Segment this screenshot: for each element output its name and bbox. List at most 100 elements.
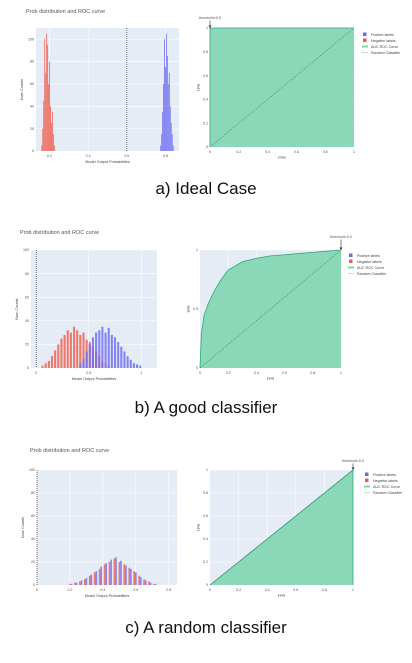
- positive-bar: [123, 351, 126, 368]
- roc-x-axis-label: FPR: [267, 377, 275, 381]
- roc-y-tick-label: 1: [206, 468, 208, 472]
- negative-bar: [76, 330, 79, 368]
- legend-swatch: [349, 259, 353, 263]
- negative-bar: [113, 558, 116, 585]
- negative-bar: [143, 579, 145, 585]
- histogram-x-tick-label: 0.6: [124, 154, 129, 158]
- negative-bar: [118, 562, 121, 585]
- negative-bar: [73, 326, 76, 368]
- positive-bar: [117, 342, 120, 368]
- positive-bar: [165, 33, 167, 151]
- negative-bar: [60, 338, 63, 368]
- histogram-y-tick-label: 60: [25, 295, 29, 299]
- positive-bar: [129, 359, 132, 368]
- roc-y-tick-label: 0.6: [203, 514, 208, 518]
- positive-bar: [135, 572, 137, 585]
- positive-bar: [162, 111, 164, 151]
- roc-x-tick-label: 0.2: [226, 371, 231, 375]
- negative-bar: [93, 572, 96, 585]
- negative-bar: [103, 564, 106, 585]
- positive-bar: [120, 346, 123, 368]
- legend-swatch: [349, 253, 353, 257]
- positive-bar: [113, 337, 117, 368]
- negative-bar: [82, 332, 85, 368]
- positive-bar: [171, 134, 173, 151]
- legend-entry: AUC ROC Curve: [373, 485, 400, 489]
- roc-y-tick-label: 0.4: [203, 537, 208, 541]
- threshold-annotation: threshold=0.0: [342, 459, 364, 463]
- panel-good-classifier: Prob distribution and ROC curve 0 20 40 60 80…: [15, 230, 387, 417]
- legend-entry: AUC ROC Curve: [371, 45, 398, 49]
- roc-x-tick-label: 0: [199, 371, 201, 375]
- threshold-arrow-head: [339, 247, 343, 250]
- roc-y-tick-label: 0.2: [203, 121, 208, 125]
- negative-bar: [42, 128, 44, 151]
- roc-y-tick-label: 1: [206, 26, 208, 30]
- legend-entry: AUC ROC Curve: [357, 266, 384, 270]
- panel-caption: a) Ideal Case: [155, 179, 256, 198]
- positive-bar: [105, 563, 107, 585]
- legend-swatch: [363, 38, 367, 42]
- roc-x-tick-label: 0.6: [294, 150, 299, 154]
- negative-bar: [47, 44, 49, 151]
- negative-bar: [43, 100, 45, 151]
- roc-y-axis-label: TPR: [197, 83, 201, 91]
- histogram-x-tick-label: 0.5: [86, 371, 91, 375]
- roc-x-tick-label: 0.4: [265, 588, 270, 592]
- histogram-y-axis-label: Num Counts: [20, 79, 24, 100]
- histogram-y-axis-label: Num Counts: [15, 298, 19, 319]
- panel-ideal-case: Prob distribution and ROC curve 0 20 40 60 80…: [20, 9, 401, 198]
- histogram-y-tick-label: 60: [30, 82, 34, 86]
- roc-x-tick-label: 0: [209, 150, 211, 154]
- negative-bar: [49, 61, 51, 151]
- positive-bar: [130, 568, 132, 585]
- positive-bar: [170, 123, 172, 151]
- positive-bar: [168, 72, 170, 151]
- legend-entry: Random Classifier: [357, 272, 387, 276]
- positive-bar: [164, 39, 165, 151]
- histogram-y-tick-label: 100: [23, 248, 29, 252]
- histogram-y-tick-label: 80: [30, 60, 34, 64]
- negative-bar: [44, 39, 46, 151]
- roc-y-tick-label: 0.6: [203, 74, 208, 78]
- negative-bar: [45, 72, 47, 151]
- legend-entry: Negative labels: [373, 479, 398, 483]
- threshold-annotation: threshold=0.0: [330, 235, 352, 239]
- positive-bar: [169, 106, 171, 151]
- positive-bar: [88, 344, 91, 368]
- roc-y-tick-label: 0.5: [193, 307, 198, 311]
- negative-bar: [79, 581, 81, 585]
- legend-entry: Random Classifier: [373, 491, 403, 495]
- negative-bar: [50, 123, 52, 151]
- roc-x-tick-label: 0.8: [322, 588, 327, 592]
- positive-bar: [95, 332, 98, 368]
- histogram-x-axis-label: Model Output Probabilities: [85, 594, 130, 598]
- positive-bar: [136, 364, 139, 368]
- positive-bar: [85, 578, 88, 585]
- positive-bar: [82, 358, 85, 368]
- positive-bar: [80, 580, 83, 585]
- positive-bar: [120, 560, 122, 585]
- negative-bar: [74, 582, 76, 585]
- roc-y-tick-label: 0.8: [203, 50, 208, 54]
- negative-bar: [88, 575, 91, 585]
- histogram-plot-area: [36, 28, 179, 151]
- chart-title: Prob distribution and ROC curve: [20, 230, 99, 236]
- histogram-x-tick-label: 0: [36, 588, 38, 592]
- roc-x-tick-label: 1: [340, 371, 342, 375]
- histogram-y-tick-label: 100: [29, 468, 35, 472]
- histogram-x-axis-label: Model Output Probabilities: [72, 377, 117, 381]
- negative-bar: [108, 562, 111, 585]
- positive-bar: [85, 351, 88, 368]
- positive-bar: [126, 356, 129, 368]
- roc-y-tick-label: 0.8: [203, 491, 208, 495]
- histogram-y-tick-label: 20: [30, 127, 34, 131]
- roc-x-tick-label: 1: [352, 588, 354, 592]
- histogram-y-axis-label: Num Counts: [21, 517, 25, 538]
- histogram-x-tick-label: 0.4: [100, 588, 105, 592]
- panel-caption: b) A good classifier: [135, 398, 278, 417]
- histogram-y-tick-label: 100: [28, 37, 34, 41]
- negative-bar: [41, 145, 43, 151]
- positive-bar: [110, 334, 113, 368]
- positive-bar: [75, 582, 78, 585]
